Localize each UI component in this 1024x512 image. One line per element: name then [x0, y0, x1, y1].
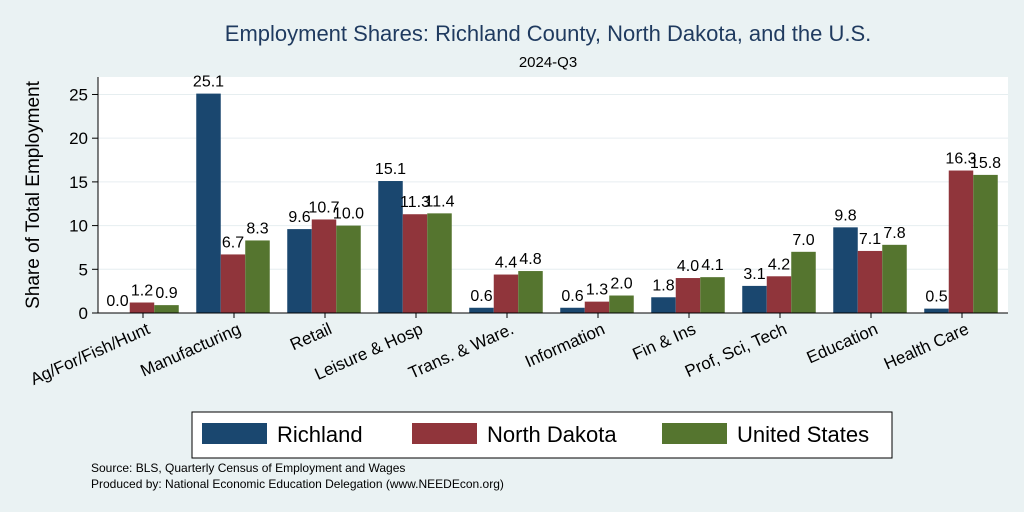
source-note: Source: BLS, Quarterly Census of Employm… [91, 461, 405, 475]
bar-united-states [609, 295, 634, 313]
data-label: 4.0 [677, 258, 699, 275]
bar-united-states [154, 305, 179, 313]
y-axis: 0 5 10 15 20 25 [69, 77, 99, 323]
data-label: 9.8 [834, 207, 856, 224]
bar-north-dakota [311, 219, 337, 313]
legend-swatch [412, 423, 477, 444]
bar-north-dakota [493, 274, 519, 313]
data-label: 1.3 [586, 282, 608, 299]
data-label: 1.2 [131, 283, 153, 300]
bars [129, 93, 998, 313]
data-label: 4.8 [519, 251, 541, 268]
bar-north-dakota [402, 214, 428, 313]
bar-united-states [336, 225, 361, 313]
data-label: 7.0 [792, 232, 814, 249]
bar-richland [378, 181, 403, 313]
data-label: 0.6 [561, 288, 583, 305]
y-axis-title: Share of Total Employment [23, 80, 44, 308]
data-label: 1.8 [652, 277, 674, 294]
chart-title: Employment Shares: Richland County, Nort… [225, 21, 871, 46]
data-label: 8.3 [246, 220, 268, 237]
data-label: 0.0 [106, 293, 128, 310]
data-label: 4.2 [768, 256, 790, 273]
bar-north-dakota [948, 170, 974, 313]
bar-united-states [882, 244, 907, 313]
y-tick-label: 0 [79, 304, 88, 323]
legend-label: United States [737, 422, 869, 447]
bar-north-dakota [857, 250, 883, 313]
data-label: 15.8 [970, 155, 1001, 172]
data-label: 15.1 [375, 161, 406, 178]
data-label: 25.1 [193, 74, 224, 91]
legend-swatch [202, 423, 267, 444]
data-label: 16.3 [945, 151, 976, 168]
y-tick-label: 15 [69, 173, 88, 192]
bar-richland [742, 285, 767, 313]
data-label: 11.3 [400, 194, 430, 211]
bar-united-states [518, 271, 543, 313]
data-label: 10.7 [308, 199, 339, 216]
legend-swatch [662, 423, 727, 444]
bar-richland [924, 308, 949, 313]
data-label: 4.4 [495, 255, 517, 272]
data-label: 2.0 [610, 276, 632, 293]
bar-richland [651, 297, 676, 313]
data-label: 3.1 [743, 266, 765, 283]
y-tick-label: 20 [69, 129, 88, 148]
bar-north-dakota [766, 276, 792, 313]
legend: Richland North Dakota United States [191, 411, 893, 459]
chart-subtitle: 2024-Q3 [519, 54, 577, 71]
data-label: 10.0 [333, 206, 364, 223]
y-tick-label: 10 [69, 217, 88, 236]
data-label: 0.9 [155, 285, 177, 302]
bar-united-states [245, 240, 270, 313]
bar-richland [469, 307, 494, 313]
data-label: 9.6 [288, 209, 310, 226]
data-label: 4.1 [701, 257, 723, 274]
bar-united-states [973, 174, 998, 313]
legend-label: North Dakota [487, 422, 617, 447]
data-label: 0.6 [470, 288, 492, 305]
y-tick-label: 25 [69, 85, 88, 104]
bar-north-dakota [584, 301, 610, 313]
bar-united-states [791, 251, 816, 313]
bar-richland [196, 93, 221, 313]
bar-richland [833, 227, 858, 313]
data-label: 7.8 [883, 225, 905, 242]
bar-north-dakota [220, 254, 246, 313]
bar-united-states [700, 277, 725, 313]
bar-richland [560, 307, 585, 313]
produced-by-note: Produced by: National Economic Education… [91, 477, 504, 491]
bar-north-dakota [675, 278, 701, 313]
data-label: 7.1 [859, 231, 881, 248]
data-label: 6.7 [222, 234, 244, 251]
legend-box [191, 411, 893, 459]
bar-north-dakota [129, 302, 155, 313]
y-tick-label: 5 [79, 260, 88, 279]
bar-united-states [427, 213, 452, 313]
data-labels: 0.01.2 0.9 25.1 6.78.3 9.610.710.0 15.1 11.311… [106, 74, 1001, 310]
data-label: 11.4 [425, 193, 455, 210]
legend-label: Richland [277, 422, 363, 447]
bar-richland [287, 229, 312, 313]
data-label: 0.5 [925, 289, 947, 306]
